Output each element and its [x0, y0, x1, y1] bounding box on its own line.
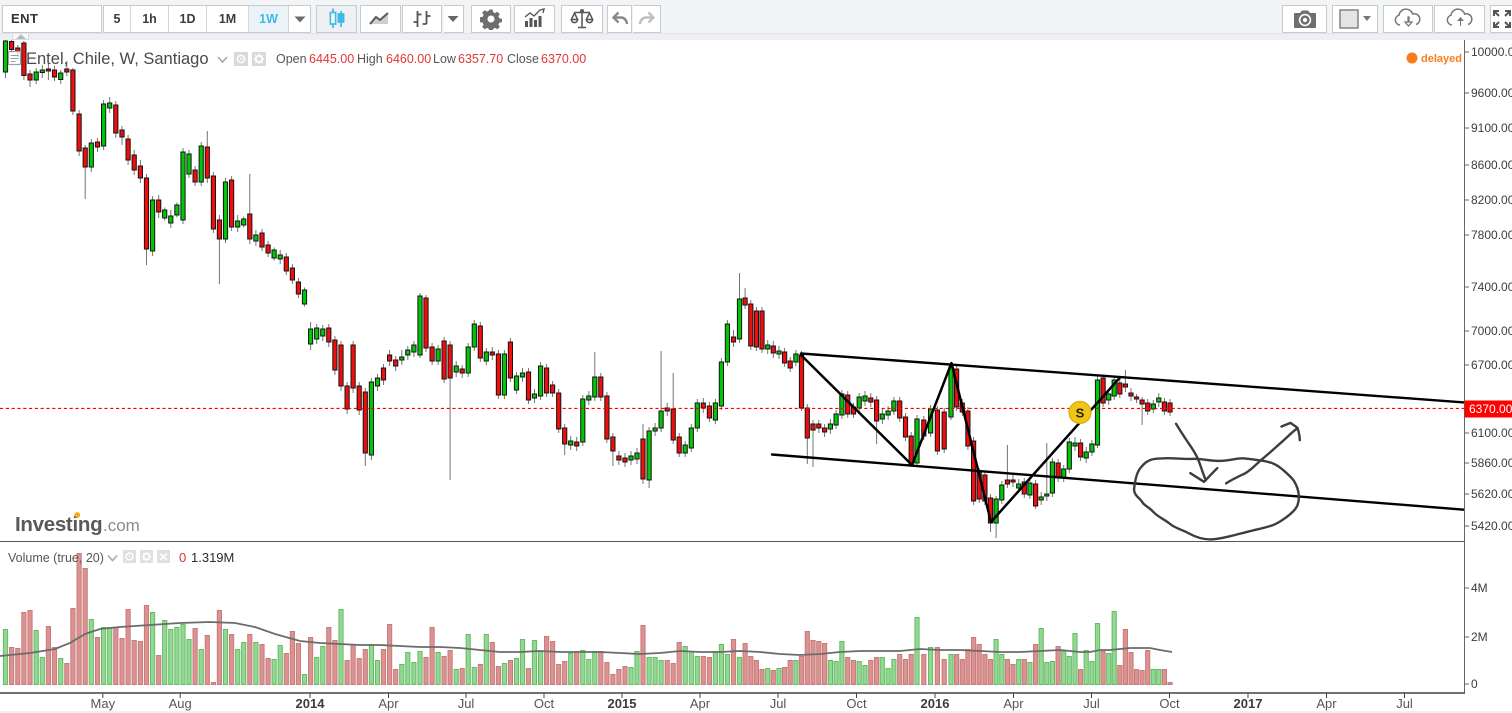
svg-text:Oct: Oct	[846, 696, 867, 711]
svg-text:Low: Low	[433, 52, 457, 66]
svg-text:2016: 2016	[921, 696, 950, 711]
svg-text:10000.00: 10000.00	[1471, 45, 1512, 59]
svg-text:6370.00: 6370.00	[541, 52, 586, 66]
svg-text:delayed: delayed	[1421, 53, 1462, 65]
svg-text:Apr: Apr	[690, 696, 711, 711]
svg-text:2015: 2015	[608, 696, 637, 711]
svg-text:Aug: Aug	[169, 696, 192, 711]
svg-text:1.319M: 1.319M	[191, 550, 234, 565]
svg-text:2017: 2017	[1234, 696, 1263, 711]
svg-text:6100.00: 6100.00	[1471, 426, 1512, 440]
svg-text:7400.00: 7400.00	[1471, 280, 1512, 294]
svg-text:6700.00: 6700.00	[1471, 358, 1512, 372]
svg-text:2M: 2M	[1471, 630, 1488, 644]
svg-text:Entel, Chile, W, Santiago: Entel, Chile, W, Santiago	[26, 50, 209, 68]
svg-text:0: 0	[1471, 677, 1478, 691]
svg-text:.com: .com	[103, 516, 140, 535]
svg-text:5620.00: 5620.00	[1471, 487, 1512, 501]
svg-text:Apr: Apr	[1316, 696, 1337, 711]
svg-text:Oct: Oct	[534, 696, 555, 711]
svg-text:Investing: Investing	[15, 513, 102, 536]
svg-text:May: May	[91, 696, 116, 711]
svg-text:6445.00: 6445.00	[309, 52, 354, 66]
svg-text:7800.00: 7800.00	[1471, 228, 1512, 242]
svg-text:High: High	[357, 52, 383, 66]
svg-text:9600.00: 9600.00	[1471, 86, 1512, 100]
svg-text:Apr: Apr	[1003, 696, 1024, 711]
svg-text:6370.00: 6370.00	[1469, 402, 1512, 416]
svg-text:8600.00: 8600.00	[1471, 158, 1512, 172]
svg-text:Jul: Jul	[1396, 696, 1413, 711]
svg-text:Apr: Apr	[378, 696, 399, 711]
svg-text:0: 0	[179, 550, 186, 565]
svg-text:9100.00: 9100.00	[1471, 121, 1512, 135]
svg-text:Volume (true, 20): Volume (true, 20)	[8, 551, 104, 565]
svg-text:7000.00: 7000.00	[1471, 324, 1512, 338]
svg-text:6357.70: 6357.70	[458, 52, 503, 66]
svg-text:5420.00: 5420.00	[1471, 519, 1512, 533]
svg-text:6460.00: 6460.00	[386, 52, 431, 66]
svg-text:2014: 2014	[296, 696, 326, 711]
svg-text:Jul: Jul	[458, 696, 475, 711]
svg-text:Oct: Oct	[1159, 696, 1180, 711]
svg-text:Jul: Jul	[770, 696, 787, 711]
svg-text:4M: 4M	[1471, 581, 1488, 595]
svg-text:Close: Close	[507, 52, 539, 66]
svg-text:5860.00: 5860.00	[1471, 456, 1512, 470]
svg-text:Jul: Jul	[1083, 696, 1100, 711]
svg-text:Open: Open	[276, 52, 307, 66]
svg-text:8200.00: 8200.00	[1471, 193, 1512, 207]
svg-text:S: S	[1076, 406, 1085, 421]
